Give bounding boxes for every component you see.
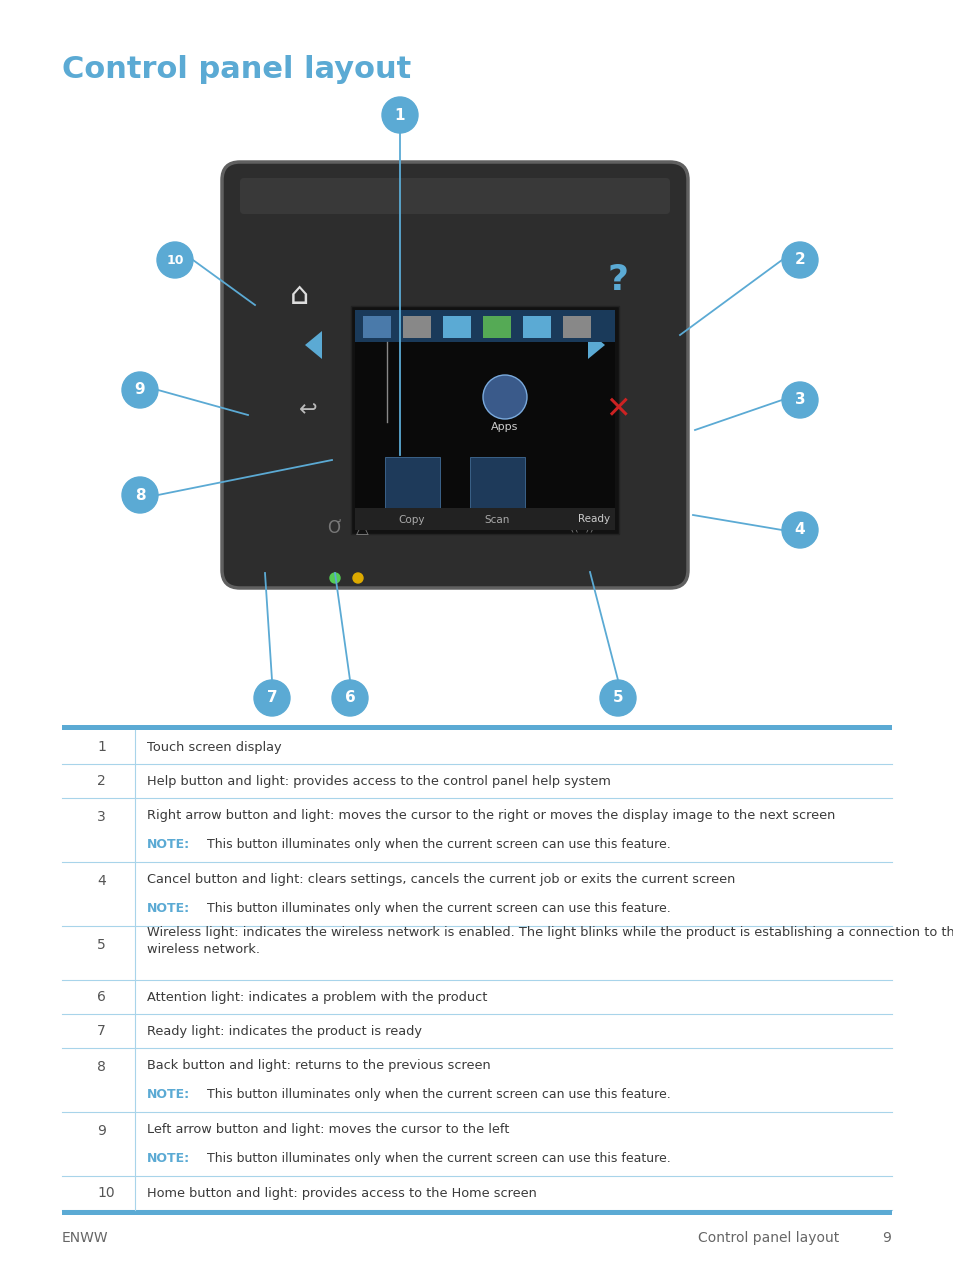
Text: 3: 3: [794, 392, 804, 408]
Text: Control panel layout: Control panel layout: [62, 55, 411, 84]
Text: Help button and light: provides access to the control panel help system: Help button and light: provides access t…: [147, 775, 610, 787]
Text: Left arrow button and light: moves the cursor to the left: Left arrow button and light: moves the c…: [147, 1124, 509, 1137]
Text: NOTE:: NOTE:: [147, 838, 190, 851]
Bar: [355, 508, 615, 530]
Bar: [482, 316, 511, 338]
Text: ?: ?: [607, 263, 628, 297]
Text: Back button and light: returns to the previous screen: Back button and light: returns to the pr…: [147, 1059, 490, 1072]
Bar: [522, 316, 551, 338]
Text: 7: 7: [267, 691, 277, 706]
Text: NOTE:: NOTE:: [147, 1087, 190, 1101]
Text: ✕: ✕: [604, 395, 630, 424]
Text: 1: 1: [395, 108, 405, 122]
FancyBboxPatch shape: [240, 178, 669, 215]
Text: 8: 8: [97, 1060, 106, 1074]
Text: 2: 2: [794, 253, 804, 268]
Text: Scan: Scan: [484, 516, 509, 525]
Text: ENWW: ENWW: [62, 1231, 109, 1245]
Text: Apps: Apps: [491, 422, 518, 432]
Text: NOTE:: NOTE:: [147, 1152, 190, 1165]
Bar: [470, 457, 524, 512]
Text: 10: 10: [166, 254, 184, 267]
Text: ((•)): ((•)): [569, 523, 594, 533]
Text: Wireless light: indicates the wireless network is enabled. The light blinks whil: Wireless light: indicates the wireless n…: [147, 926, 953, 956]
Text: Touch screen display: Touch screen display: [147, 740, 281, 753]
Text: Home button and light: provides access to the Home screen: Home button and light: provides access t…: [147, 1186, 537, 1199]
Polygon shape: [305, 331, 322, 359]
Circle shape: [330, 573, 339, 583]
Text: Ready light: indicates the product is ready: Ready light: indicates the product is re…: [147, 1025, 421, 1038]
Text: Ơ: Ơ: [327, 519, 342, 537]
Text: 9: 9: [97, 1124, 106, 1138]
Text: Cancel button and light: clears settings, cancels the current job or exits the c: Cancel button and light: clears settings…: [147, 874, 735, 886]
Text: 4: 4: [97, 874, 106, 888]
Circle shape: [122, 372, 158, 408]
Bar: [562, 316, 590, 338]
Bar: [355, 310, 615, 342]
Text: 6: 6: [344, 691, 355, 706]
Text: 8: 8: [134, 488, 145, 503]
FancyBboxPatch shape: [222, 163, 687, 588]
Text: Control panel layout          9: Control panel layout 9: [698, 1231, 891, 1245]
Text: ↩: ↩: [298, 400, 317, 420]
Bar: [355, 310, 615, 530]
Text: 2: 2: [97, 773, 106, 787]
Text: 5: 5: [612, 691, 622, 706]
Text: Copy: Copy: [398, 516, 425, 525]
Text: This button illuminates only when the current screen can use this feature.: This button illuminates only when the cu…: [199, 838, 670, 851]
Text: 10: 10: [97, 1186, 114, 1200]
Text: 5: 5: [97, 939, 106, 952]
Text: 7: 7: [97, 1024, 106, 1038]
Circle shape: [332, 679, 368, 716]
FancyBboxPatch shape: [351, 306, 618, 533]
Text: 1: 1: [97, 740, 106, 754]
Bar: [442, 316, 471, 338]
Circle shape: [353, 573, 363, 583]
Circle shape: [781, 512, 817, 547]
Text: NOTE:: NOTE:: [147, 902, 190, 914]
Bar: [402, 316, 431, 338]
Text: Ready: Ready: [578, 514, 609, 525]
Text: 3: 3: [97, 810, 106, 824]
Circle shape: [381, 97, 417, 133]
Text: 9: 9: [134, 382, 145, 398]
Circle shape: [122, 478, 158, 513]
Circle shape: [482, 375, 526, 419]
Text: 4: 4: [794, 522, 804, 537]
Bar: [62, 1210, 891, 1215]
Text: 6: 6: [97, 991, 106, 1005]
Text: This button illuminates only when the current screen can use this feature.: This button illuminates only when the cu…: [199, 1087, 670, 1101]
Bar: [385, 457, 439, 512]
Circle shape: [599, 679, 636, 716]
Circle shape: [781, 382, 817, 418]
Circle shape: [157, 243, 193, 278]
Text: Attention light: indicates a problem with the product: Attention light: indicates a problem wit…: [147, 991, 487, 1003]
Text: This button illuminates only when the current screen can use this feature.: This button illuminates only when the cu…: [199, 902, 670, 914]
Text: ⌂: ⌂: [290, 281, 310, 310]
Bar: [363, 316, 391, 338]
Text: This button illuminates only when the current screen can use this feature.: This button illuminates only when the cu…: [199, 1152, 670, 1165]
Circle shape: [781, 243, 817, 278]
Circle shape: [253, 679, 290, 716]
Text: △: △: [355, 519, 368, 537]
Text: Right arrow button and light: moves the cursor to the right or moves the display: Right arrow button and light: moves the …: [147, 809, 835, 823]
Polygon shape: [587, 331, 604, 359]
Bar: [62, 725, 891, 730]
